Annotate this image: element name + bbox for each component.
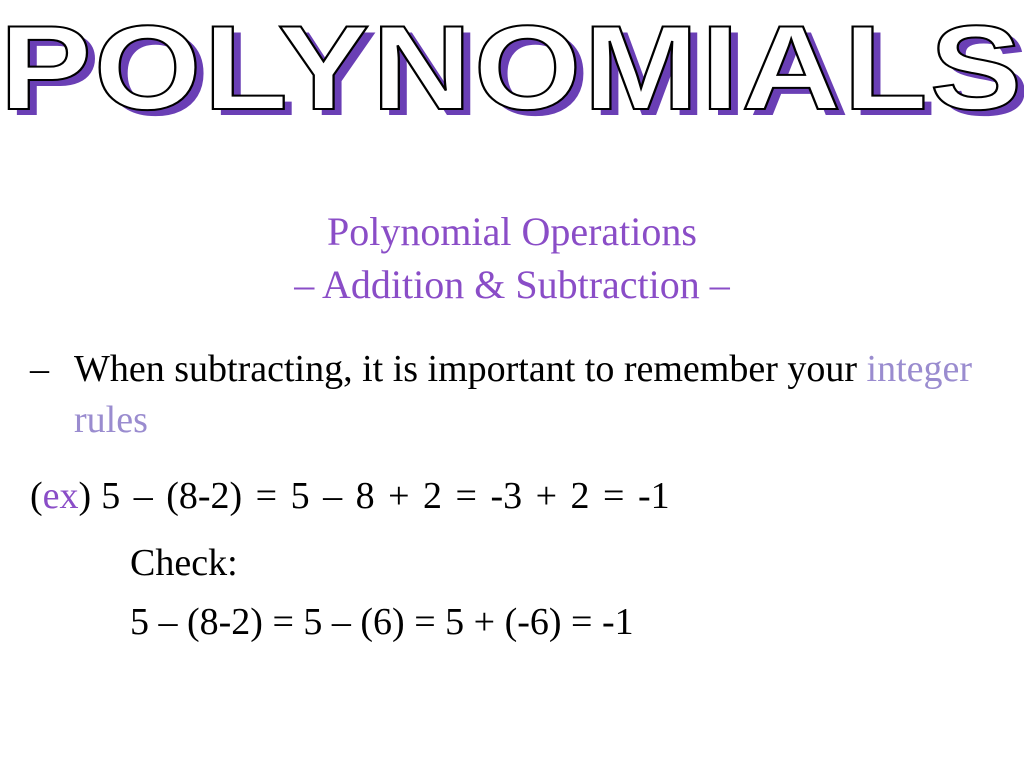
page-title-container: POLYNOMIALS POLYNOMIALS — [0, 8, 1024, 148]
example-paren-open: ( — [30, 471, 43, 522]
bullet-point: – When subtracting, it is important to r… — [30, 344, 994, 447]
subtitle-dash-left: – — [294, 262, 322, 307]
bullet-text-before: When subtracting, it is important to rem… — [74, 348, 867, 390]
example-paren-close: ) — [79, 471, 92, 522]
example-label: ex — [43, 471, 79, 522]
subtitle-line-2: – Addition & Subtraction – — [0, 261, 1024, 308]
check-label: Check: — [130, 538, 994, 589]
example-math: 5 – (8-2) = 5 – 8 + 2 = -3 + 2 = -1 — [101, 471, 669, 522]
body-content: – When subtracting, it is important to r… — [30, 344, 994, 648]
subtitle-line-1: Polynomial Operations — [0, 208, 1024, 255]
subtitle-text: Addition & Subtraction — [322, 262, 700, 307]
subtitle-dash-right: – — [700, 262, 730, 307]
title-main: POLYNOMIALS — [0, 8, 1024, 128]
example-row: (ex) 5 – (8-2) = 5 – 8 + 2 = -3 + 2 = -1 — [30, 471, 994, 522]
bullet-dash: – — [30, 344, 74, 447]
bullet-text: When subtracting, it is important to rem… — [74, 344, 994, 447]
check-math: 5 – (8-2) = 5 – (6) = 5 + (-6) = -1 — [130, 597, 994, 648]
